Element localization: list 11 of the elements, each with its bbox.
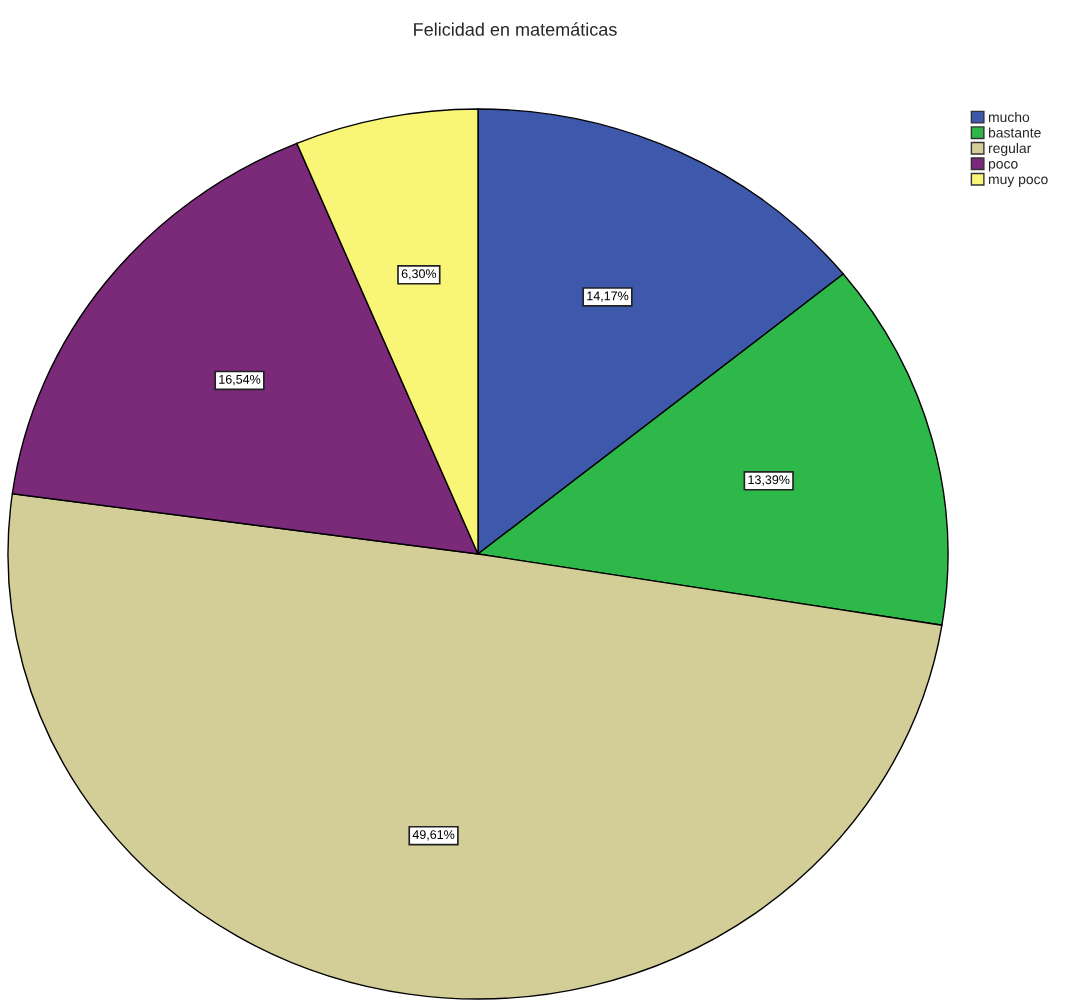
data-label: 6,30% [401, 269, 437, 280]
data-label: 49,61% [412, 830, 455, 841]
data-label: 14,17% [587, 291, 629, 302]
legend-label: bastante [988, 127, 1041, 138]
legend-label: mucho [988, 111, 1030, 123]
data-label: 13,39% [748, 475, 790, 486]
data-label: 16,54% [219, 374, 261, 386]
legend-label: muy poco [988, 176, 1048, 187]
legend-label: poco [988, 161, 1018, 172]
legend-label: regular [988, 142, 1032, 156]
chart-title: Felicidad en matemáticas [414, 22, 617, 36]
